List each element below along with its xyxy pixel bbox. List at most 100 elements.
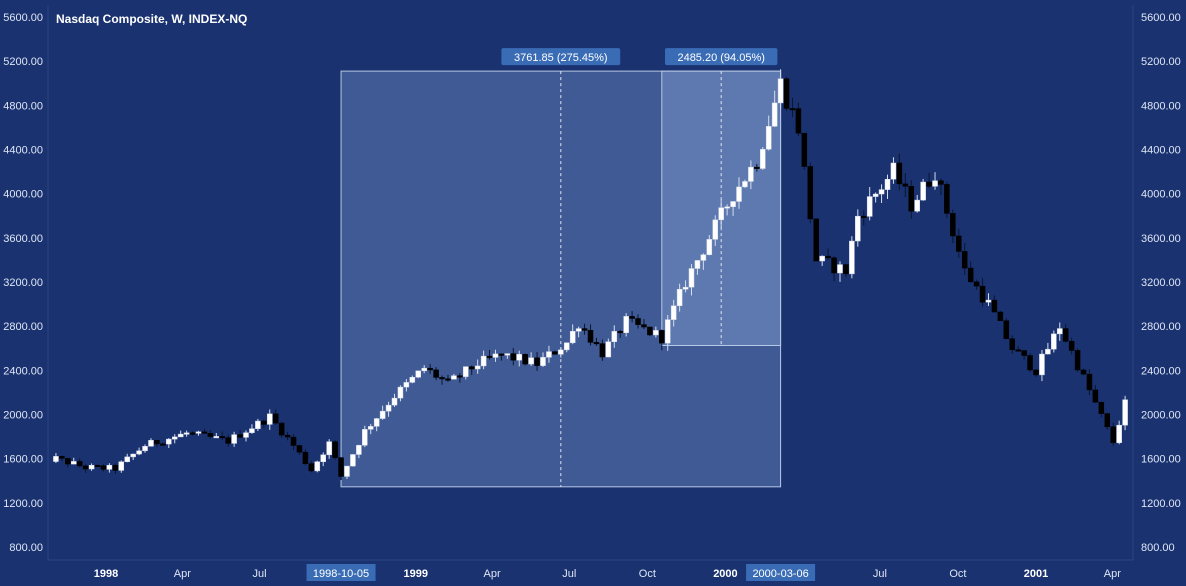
candle-body <box>171 436 178 440</box>
candle-body <box>540 357 546 366</box>
candle-body <box>700 254 707 261</box>
y-tick-label-left: 1200.00 <box>3 498 43 510</box>
candle-body <box>706 239 713 256</box>
candle-body <box>855 215 861 242</box>
candle-body <box>676 288 683 307</box>
candle-body <box>754 166 760 169</box>
y-tick-label-left: 3600.00 <box>3 233 43 245</box>
candle-body <box>789 108 796 111</box>
candle-body <box>445 378 451 381</box>
candle-body <box>457 375 463 378</box>
candle-body <box>59 456 65 459</box>
candle-body <box>249 428 255 433</box>
candle-body <box>771 102 778 127</box>
candle-body <box>682 286 689 290</box>
candle-body <box>569 331 576 344</box>
candle-body <box>82 465 89 470</box>
measure-badge-label: 3761.85 (275.45%) <box>514 52 608 64</box>
y-tick-label-right: 1200.00 <box>1141 498 1181 510</box>
candle-body <box>819 255 825 262</box>
candle-body <box>611 331 618 342</box>
x-tick-label: 2001 <box>1024 568 1048 580</box>
y-tick-label-right: 5200.00 <box>1141 56 1181 68</box>
candle-body <box>558 349 564 355</box>
candle-body <box>926 181 932 187</box>
candle-body <box>991 299 998 313</box>
candle-body <box>944 184 950 214</box>
candle-body <box>207 433 214 437</box>
candle-body <box>849 240 855 275</box>
candle-body <box>718 207 724 221</box>
candle-body <box>641 324 647 328</box>
y-tick-label-right: 1600.00 <box>1141 454 1181 466</box>
candle-body <box>136 450 142 455</box>
candle-body <box>593 342 600 345</box>
candle-body <box>439 377 445 380</box>
candle-body <box>290 436 297 446</box>
candle-body <box>468 366 475 370</box>
measure-badge <box>664 48 778 66</box>
candle-body <box>985 299 992 303</box>
candle-body <box>1116 424 1122 444</box>
candle-body <box>344 465 350 477</box>
candle-body <box>379 410 386 419</box>
y-tick-label-right: 800.00 <box>1141 542 1175 554</box>
y-tick-label-left: 2000.00 <box>3 410 43 422</box>
candle-body <box>463 366 469 377</box>
x-tick-label: 2000 <box>713 568 737 580</box>
candle-body <box>575 328 582 332</box>
candle-body <box>421 367 427 372</box>
candle-body <box>807 166 814 220</box>
candle-body <box>1068 341 1075 351</box>
candle-body <box>76 461 83 467</box>
candle-body <box>326 441 332 456</box>
x-highlight-label: 1998-10-05 <box>313 568 369 580</box>
y-tick-label-right: 3600.00 <box>1141 233 1181 245</box>
candle-body <box>1015 349 1021 352</box>
candle-body <box>367 426 374 430</box>
candle-body <box>1009 338 1015 350</box>
candle-body <box>872 193 879 197</box>
measure-badge <box>501 48 621 66</box>
candle-body <box>1104 413 1111 428</box>
candle-body <box>1074 350 1081 371</box>
candle-body <box>843 264 849 275</box>
candle-body <box>225 437 231 444</box>
y-tick-label-left: 4800.00 <box>3 100 43 112</box>
candle-body <box>195 431 202 434</box>
candle-body <box>1110 426 1116 444</box>
candle-body <box>219 436 225 439</box>
candle-body <box>510 353 517 361</box>
candle-body <box>522 354 528 365</box>
candle-body <box>813 218 819 262</box>
candle-body <box>433 369 439 378</box>
measure-badge-label: 2485.20 (94.05%) <box>677 52 764 64</box>
candle-body <box>403 382 410 388</box>
candle-body <box>272 413 279 424</box>
candle-body <box>130 453 136 458</box>
candle-body <box>356 445 362 455</box>
candle-body <box>528 357 534 365</box>
candle-body <box>605 341 612 358</box>
candle-body <box>94 464 101 467</box>
candle-body <box>231 434 237 444</box>
candle-body <box>629 316 635 319</box>
candle-body <box>801 132 808 167</box>
candle-body <box>1080 369 1087 375</box>
candle-body <box>166 438 172 445</box>
candle-body <box>189 432 196 435</box>
candle-body <box>825 255 831 259</box>
candle-body <box>385 404 392 412</box>
candle-body <box>884 178 891 190</box>
candle-body <box>118 461 125 471</box>
x-tick-label: Oct <box>639 568 656 580</box>
candle-body <box>760 149 766 169</box>
candle-body <box>391 397 398 406</box>
candle-body <box>492 353 499 358</box>
candle-body <box>950 213 956 237</box>
candle-body <box>1027 355 1033 371</box>
x-highlight-badge <box>306 564 376 581</box>
x-tick-label: Oct <box>949 568 966 580</box>
